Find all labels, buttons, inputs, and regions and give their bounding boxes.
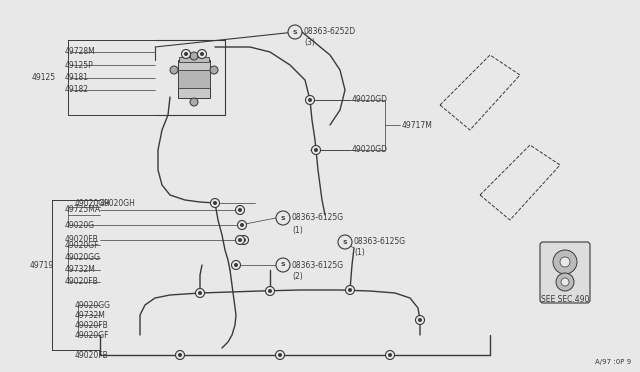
Circle shape [232,260,241,269]
Circle shape [200,52,204,56]
Text: A/97 :0P 9: A/97 :0P 9 [595,359,631,365]
Circle shape [198,49,207,58]
Circle shape [276,211,290,225]
Text: 49020FB: 49020FB [75,321,109,330]
Circle shape [275,350,285,359]
Circle shape [182,49,191,58]
Circle shape [561,278,569,286]
Circle shape [184,52,188,56]
Circle shape [242,238,246,242]
Circle shape [213,201,217,205]
Text: 49020GF: 49020GF [75,330,109,340]
Circle shape [237,221,246,230]
Text: 49182: 49182 [65,86,89,94]
Circle shape [338,235,352,249]
Circle shape [388,353,392,357]
Text: 08363-6125G: 08363-6125G [292,214,344,222]
Text: S: S [292,29,298,35]
Text: 08363-6125G: 08363-6125G [292,260,344,269]
FancyBboxPatch shape [540,242,590,303]
Circle shape [190,52,198,60]
Text: SEE SEC.490: SEE SEC.490 [541,295,589,305]
Text: 49125: 49125 [32,74,56,83]
Circle shape [348,288,352,292]
Text: 49020GG: 49020GG [65,253,101,263]
Text: 49020G: 49020G [65,221,95,230]
Bar [178,70,210,88]
Text: 49728M: 49728M [65,48,96,57]
Circle shape [346,285,355,295]
Text: 49020GH: 49020GH [75,199,111,208]
Circle shape [170,66,178,74]
Text: 49020GF: 49020GF [65,241,99,250]
Text: 08363-6252D: 08363-6252D [304,28,356,36]
Text: 49717M: 49717M [402,121,433,129]
Text: (1): (1) [354,248,365,257]
Text: 49020FB: 49020FB [75,350,109,359]
Text: 49732M: 49732M [65,266,96,275]
Circle shape [556,273,574,291]
Circle shape [236,205,244,215]
Text: 49125P: 49125P [65,61,93,70]
Circle shape [195,289,205,298]
Circle shape [385,350,394,359]
Text: 49719: 49719 [30,260,54,269]
Circle shape [211,199,220,208]
Circle shape [418,318,422,322]
Text: 49020GH: 49020GH [100,199,136,208]
Circle shape [288,25,302,39]
Circle shape [190,98,198,106]
Circle shape [238,238,242,242]
Circle shape [178,353,182,357]
Text: 49181: 49181 [65,74,89,83]
Circle shape [278,353,282,357]
Text: 49020GD: 49020GD [352,145,388,154]
Text: (1): (1) [292,225,303,234]
Text: 49020FB: 49020FB [65,278,99,286]
Text: S: S [281,263,285,267]
Text: S: S [342,240,348,244]
Circle shape [276,258,290,272]
Text: (2): (2) [292,272,303,280]
Text: 08363-6125G: 08363-6125G [354,237,406,247]
Circle shape [198,291,202,295]
Text: 49020FB: 49020FB [65,235,99,244]
Text: 49725MA: 49725MA [65,205,101,215]
Circle shape [553,250,577,274]
Circle shape [210,66,218,74]
Circle shape [312,145,321,154]
Text: 49020GG: 49020GG [75,301,111,310]
Circle shape [239,235,248,244]
Circle shape [234,263,238,267]
Circle shape [560,257,570,267]
Circle shape [314,148,318,152]
Circle shape [305,96,314,105]
Circle shape [266,286,275,295]
Circle shape [240,223,244,227]
Circle shape [175,350,184,359]
Circle shape [238,208,242,212]
Text: 49020GD: 49020GD [352,96,388,105]
Text: (3): (3) [304,38,315,48]
Circle shape [236,235,244,244]
Circle shape [415,315,424,324]
Bar [178,60,210,98]
Text: S: S [281,215,285,221]
Bar [179,57,209,62]
Circle shape [308,98,312,102]
Text: 49732M: 49732M [75,311,106,320]
Circle shape [268,289,272,293]
